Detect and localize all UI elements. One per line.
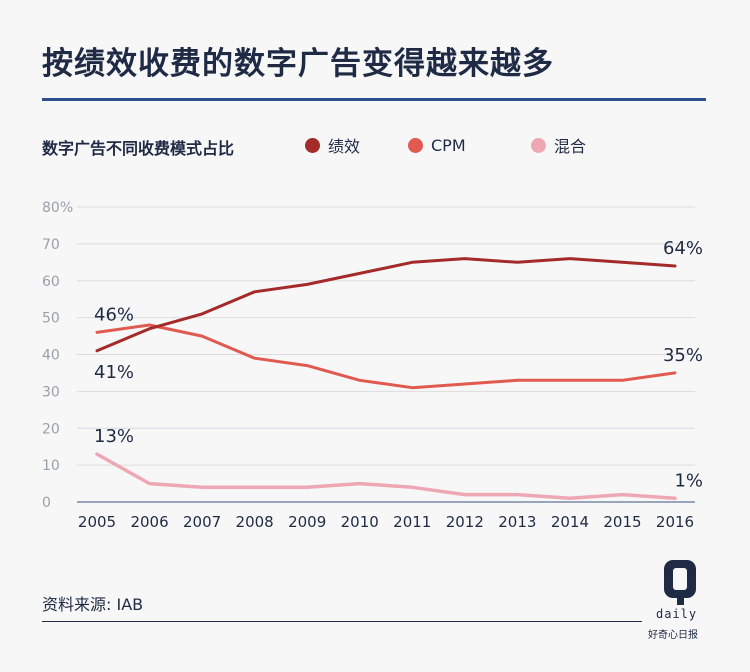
q-logo-icon (664, 560, 696, 605)
x-tick-label: 2008 (236, 513, 274, 531)
data-label: 35% (663, 345, 703, 366)
daily-logo: daily 好奇心日报 (648, 558, 710, 648)
legend-swatch-hybrid (531, 137, 546, 153)
legend-item-cpm: CPM (408, 133, 466, 157)
title-underline (42, 98, 706, 101)
data-label: 46% (94, 304, 134, 325)
legend-label-performance: 绩效 (328, 137, 361, 156)
y-tick-label: 40 (42, 348, 60, 364)
x-tick-label: 2006 (130, 513, 168, 531)
legend-item-hybrid: 混合 (531, 133, 586, 157)
y-tick-label: 60 (42, 274, 60, 290)
legend-swatch-performance (305, 137, 320, 153)
series-line-hybrid (95, 452, 677, 501)
series-line-performance (95, 257, 677, 353)
y-tick-label: 30 (42, 384, 60, 400)
data-label: 13% (94, 426, 134, 447)
x-tick-label: 2009 (288, 513, 326, 531)
x-tick-label: 2005 (78, 513, 116, 531)
legend-swatch-cpm (408, 137, 423, 153)
data-label: 41% (94, 362, 134, 383)
y-tick-label: 20 (42, 421, 60, 437)
x-tick-label: 2015 (603, 513, 641, 531)
legend-label-hybrid: 混合 (554, 137, 587, 156)
y-tick-label: 0 (42, 495, 51, 511)
footer-rule (42, 621, 642, 622)
x-tick-label: 2013 (498, 513, 536, 531)
series-line-cpm (95, 323, 677, 390)
chart-title: 数字广告不同收费模式占比 (42, 139, 235, 158)
x-tick-label: 2014 (551, 513, 589, 531)
x-tick-label: 2007 (183, 513, 221, 531)
x-tick-label: 2016 (656, 513, 694, 531)
y-tick-label: 80% (42, 200, 73, 216)
data-label: 1% (674, 470, 703, 491)
legend-label-cpm: CPM (431, 135, 466, 155)
y-tick-label: 50 (42, 311, 60, 327)
y-tick-label: 10 (42, 458, 60, 474)
legend-item-performance: 绩效 (305, 133, 360, 157)
logo-tagline: 好奇心日报 (648, 630, 698, 641)
data-label: 64% (663, 238, 703, 259)
y-tick-label: 70 (42, 237, 60, 253)
source-note: 资料来源: IAB (42, 595, 144, 614)
x-tick-label: 2011 (393, 513, 431, 531)
logo-wordmark: daily (656, 607, 698, 621)
page-title: 按绩效收费的数字广告变得越来越多 (42, 46, 554, 82)
x-tick-label: 2010 (341, 513, 379, 531)
x-tick-label: 2012 (446, 513, 484, 531)
